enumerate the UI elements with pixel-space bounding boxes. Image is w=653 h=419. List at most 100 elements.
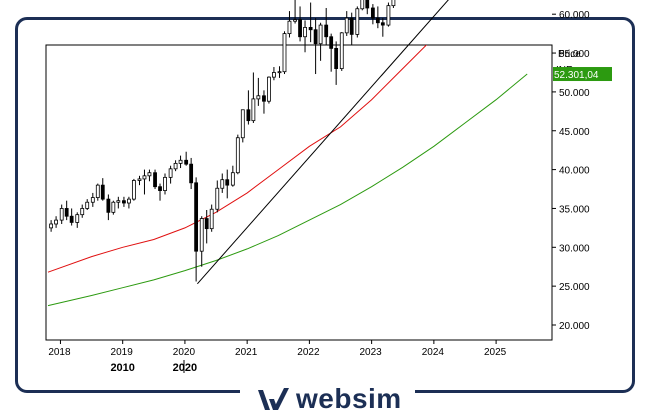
x-tick-label: 2021 xyxy=(235,347,258,358)
green-ma-tag: 52.301,04 xyxy=(554,70,599,81)
candle xyxy=(303,20,307,53)
y-tick-label: 30.000 xyxy=(559,243,590,254)
candle xyxy=(246,90,251,125)
candle xyxy=(298,6,302,42)
candle-body xyxy=(225,179,230,186)
candle-body xyxy=(349,17,354,35)
candle-body xyxy=(287,20,292,35)
candle-body xyxy=(90,197,95,203)
candle-body xyxy=(313,29,318,45)
candle xyxy=(194,177,199,282)
x-tick-label: 2024 xyxy=(422,347,445,358)
candle-body xyxy=(277,71,282,74)
candle xyxy=(100,178,105,201)
candle xyxy=(158,183,162,201)
moving-average-line-2 xyxy=(47,73,528,307)
candle-body xyxy=(215,187,220,210)
candle-body xyxy=(246,109,251,122)
x-tick-label: 2025 xyxy=(484,347,507,358)
candle-body xyxy=(262,95,266,102)
candle-body xyxy=(163,176,167,191)
candle xyxy=(116,196,121,209)
candle-body xyxy=(344,17,349,34)
x-axis: 2018 2019 2020 2021 2022 2023 2024 2025 2010 2020 xyxy=(48,340,507,374)
candle xyxy=(365,0,370,15)
x-tick-label: 2020 xyxy=(173,347,196,358)
candle-body xyxy=(386,5,391,26)
x-tick-label: 2019 xyxy=(111,347,134,358)
candle xyxy=(54,216,58,228)
candle-body xyxy=(106,198,111,213)
candle-body xyxy=(189,163,194,184)
x-major-label: 2010 xyxy=(110,362,134,374)
candle-body xyxy=(370,7,375,19)
candle-body xyxy=(111,201,116,213)
candle-body xyxy=(339,32,344,69)
candle xyxy=(80,204,85,218)
candle xyxy=(106,194,111,221)
candle xyxy=(308,2,313,43)
candle-body xyxy=(49,223,54,229)
candle-body xyxy=(303,27,307,38)
candle-body xyxy=(80,208,85,216)
candle xyxy=(386,2,391,27)
candle xyxy=(235,134,240,175)
candle xyxy=(122,196,126,207)
candle-body xyxy=(147,172,152,177)
green-ma-tag-bg xyxy=(553,67,612,82)
candle-body xyxy=(204,218,209,230)
candle-body xyxy=(365,0,370,9)
candle xyxy=(282,31,287,75)
moving-average-line-1 xyxy=(47,45,428,273)
candle-body xyxy=(173,162,178,170)
candle xyxy=(329,33,334,72)
candle xyxy=(173,160,178,172)
candle xyxy=(349,12,354,45)
candle-body xyxy=(391,0,396,7)
candle xyxy=(142,169,147,195)
candle xyxy=(230,165,235,187)
candle-body xyxy=(282,33,287,73)
brand-footer: websim xyxy=(0,383,653,415)
candle xyxy=(153,169,157,190)
candle xyxy=(147,169,152,182)
candle-body xyxy=(59,208,64,221)
candle xyxy=(90,192,95,207)
candle xyxy=(75,212,80,228)
candle xyxy=(225,169,230,199)
candle xyxy=(267,76,271,104)
y-tick-label: 35.000 xyxy=(559,204,590,215)
candle xyxy=(220,173,225,193)
moving-average-layer xyxy=(47,45,528,307)
x-tick-label: 2022 xyxy=(297,347,320,358)
candle-body xyxy=(100,184,105,200)
candle-body xyxy=(318,24,323,45)
candle xyxy=(375,6,380,29)
candle xyxy=(59,204,64,224)
candle xyxy=(391,0,396,8)
candle xyxy=(127,196,131,209)
y-tick-label: 25.000 xyxy=(559,282,590,293)
candle-body xyxy=(240,109,245,139)
candle-body xyxy=(293,19,297,22)
candle xyxy=(256,77,261,106)
candle xyxy=(95,183,100,201)
candle-body xyxy=(375,17,380,24)
candle xyxy=(355,6,360,38)
candle-body xyxy=(230,172,235,186)
candle-body xyxy=(54,219,58,225)
y-tick-label: 20.000 xyxy=(559,321,590,332)
y-tick-label: 50.000 xyxy=(559,88,590,99)
candle xyxy=(339,32,344,71)
candle-body xyxy=(209,208,214,230)
candle-body xyxy=(153,172,157,188)
candle-body xyxy=(75,214,80,223)
candle-body xyxy=(116,200,121,203)
candle xyxy=(49,220,54,232)
candle xyxy=(240,109,245,143)
candle xyxy=(189,157,194,190)
candle-body xyxy=(329,36,334,49)
candle-body xyxy=(137,178,142,181)
candle xyxy=(85,199,90,211)
